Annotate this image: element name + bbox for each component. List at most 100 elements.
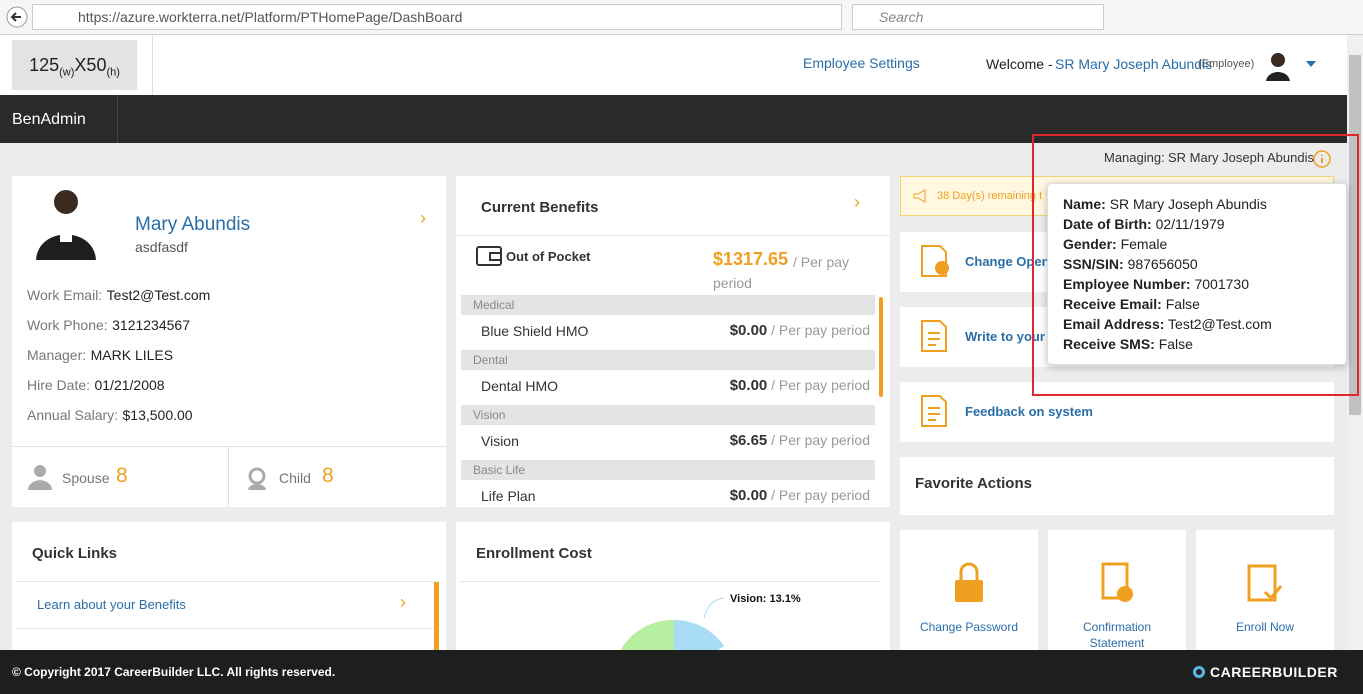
dependent-count: 8 — [322, 464, 334, 487]
search-box[interactable]: Search — [852, 4, 1104, 30]
info-icon[interactable] — [1313, 150, 1331, 168]
benefit-group: Medical — [461, 295, 875, 315]
favorite-label: Confirmation Statement — [1082, 620, 1152, 650]
benefits-card: Current Benefits › Out of Pocket $1317.6… — [456, 176, 890, 507]
divider — [16, 628, 436, 629]
statement-icon — [1101, 562, 1133, 602]
favorite-label: Enroll Now — [1235, 620, 1295, 634]
divider — [228, 447, 229, 507]
card-title: Current Benefits — [481, 199, 599, 216]
field-label: Work Email: — [27, 287, 103, 303]
back-button[interactable] — [6, 6, 28, 28]
profile-name[interactable]: Mary Abundis — [135, 214, 251, 235]
url-bar[interactable]: https://azure.workterra.net/Platform/PTH… — [32, 4, 842, 30]
divider — [12, 446, 446, 447]
search-placeholder: Search — [879, 9, 924, 25]
logo-text: 125 — [29, 55, 60, 75]
action-label: Change Open — [965, 254, 1050, 269]
info-tooltip: Name: SR Mary Joseph Abundis Date of Birt… — [1047, 183, 1347, 365]
profile-field: Work Email: Test2@Test.com — [27, 287, 210, 305]
tooltip-field: Gender: Female — [1063, 236, 1167, 252]
tooltip-label: Receive SMS: — [1063, 336, 1155, 352]
per-pay-period: / Per pay period — [771, 432, 870, 448]
chevron[interactable]: › — [420, 208, 426, 228]
pie-slice — [674, 619, 724, 650]
url-text: https://azure.workterra.net/Platform/PTH… — [78, 9, 463, 25]
action-card[interactable]: Feedback on system — [900, 382, 1334, 442]
tooltip-field: Receive SMS: False — [1063, 336, 1193, 352]
favorite-label: Change Password — [919, 620, 1019, 634]
benefit-group: Dental — [461, 350, 875, 370]
per-pay-period: / Per pay period — [771, 487, 870, 503]
quick-link[interactable]: Learn about your Benefits — [37, 597, 186, 612]
field-value: MARK LILES — [90, 347, 174, 363]
favorites-header: Favorite Actions — [900, 457, 1334, 515]
profile-field: Work Phone: 3121234567 — [27, 317, 190, 335]
profile-field: Annual Salary: $13,500.00 — [27, 407, 193, 425]
quick-links-card: Quick Links Learn about your Benefits › — [12, 522, 446, 650]
dependent-count: 8 — [116, 464, 128, 487]
tooltip-value: 02/11/1979 — [1155, 216, 1225, 232]
tooltip-field: Receive Email: False — [1063, 296, 1200, 312]
favorite-tile[interactable]: Confirmation Statement — [1048, 530, 1186, 650]
tooltip-value: Female — [1120, 236, 1168, 252]
divider — [152, 35, 153, 95]
card-title: Favorite Actions — [915, 475, 1032, 492]
favorite-tile[interactable]: Enroll Now — [1196, 530, 1334, 650]
amount-value: $6.65 — [729, 432, 768, 449]
tooltip-value: False — [1165, 296, 1200, 312]
enrollment-cost-card: Enrollment Cost Vision: 13.1% — [456, 522, 890, 650]
profile-card: Mary Abundis asdfasdf › Work Email: Test… — [12, 176, 446, 507]
field-label: Manager: — [27, 347, 87, 363]
slice-label: Vision: 13.1% — [730, 593, 801, 605]
leader-line — [703, 597, 725, 619]
dependent-label: Child — [279, 470, 311, 486]
benefit-group: Basic Life — [461, 460, 875, 480]
out-of-pocket-label: Out of Pocket — [506, 249, 591, 264]
tooltip-label: SSN/SIN: — [1063, 256, 1124, 272]
tooltip-label: Gender: — [1063, 236, 1117, 252]
field-value: 01/21/2008 — [94, 377, 165, 393]
avatar[interactable] — [1262, 49, 1294, 81]
profile-field: Hire Date: 01/21/2008 — [27, 377, 165, 395]
out-of-pocket-amount: $1317.65 — [713, 249, 789, 269]
tooltip-field: Date of Birth: 02/11/1979 — [1063, 216, 1225, 232]
employee-settings[interactable]: Employee Settings — [803, 55, 920, 71]
spouse-icon — [28, 465, 52, 490]
chevron[interactable]: › — [400, 592, 406, 612]
field-label: Hire Date: — [27, 377, 91, 393]
action-label: Feedback on system — [965, 404, 1093, 419]
scroll-thumb[interactable] — [879, 297, 883, 397]
tooltip-field: Name: SR Mary Joseph Abundis — [1063, 196, 1267, 212]
scroll-thumb[interactable] — [434, 582, 439, 650]
favorite-tile[interactable]: Change Password — [900, 530, 1038, 650]
logo-text: X50 — [74, 55, 107, 75]
field-label: Annual Salary: — [27, 407, 119, 423]
chevron[interactable]: › — [854, 192, 860, 212]
notice-text: 38 Day(s) remaining t — [937, 190, 1043, 202]
tooltip-label: Email Address: — [1063, 316, 1165, 332]
menu-button[interactable]: BenAdmin — [0, 95, 118, 143]
per-pay-period: / Per pay period — [771, 322, 870, 338]
user-name[interactable]: SR Mary Joseph Abundis — [1055, 56, 1213, 72]
plan-name: Vision — [481, 433, 519, 449]
tooltip-label: Name: — [1063, 196, 1106, 212]
action-icon — [921, 320, 947, 352]
tooltip-field: Email Address: Test2@Test.com — [1063, 316, 1272, 332]
action-icon — [921, 395, 947, 427]
amount-value: $0.00 — [729, 487, 768, 504]
plan-amount: $0.00 / Per pay period — [730, 377, 870, 394]
field-value: 3121234567 — [112, 317, 190, 333]
brand: CAREERBUILDER — [1210, 664, 1338, 680]
tooltip-label: Receive Email: — [1063, 296, 1162, 312]
plan-name: Life Plan — [481, 488, 536, 504]
plan-amount: $0.00 / Per pay period — [730, 322, 870, 339]
managing-label: Managing: — [1104, 150, 1165, 165]
brand-icon — [1193, 666, 1205, 678]
welcome-label: Welcome - — [986, 56, 1053, 72]
dropdown-arrow[interactable] — [1306, 61, 1316, 67]
pie-chart — [620, 597, 725, 650]
field-value: $13,500.00 — [122, 407, 193, 423]
